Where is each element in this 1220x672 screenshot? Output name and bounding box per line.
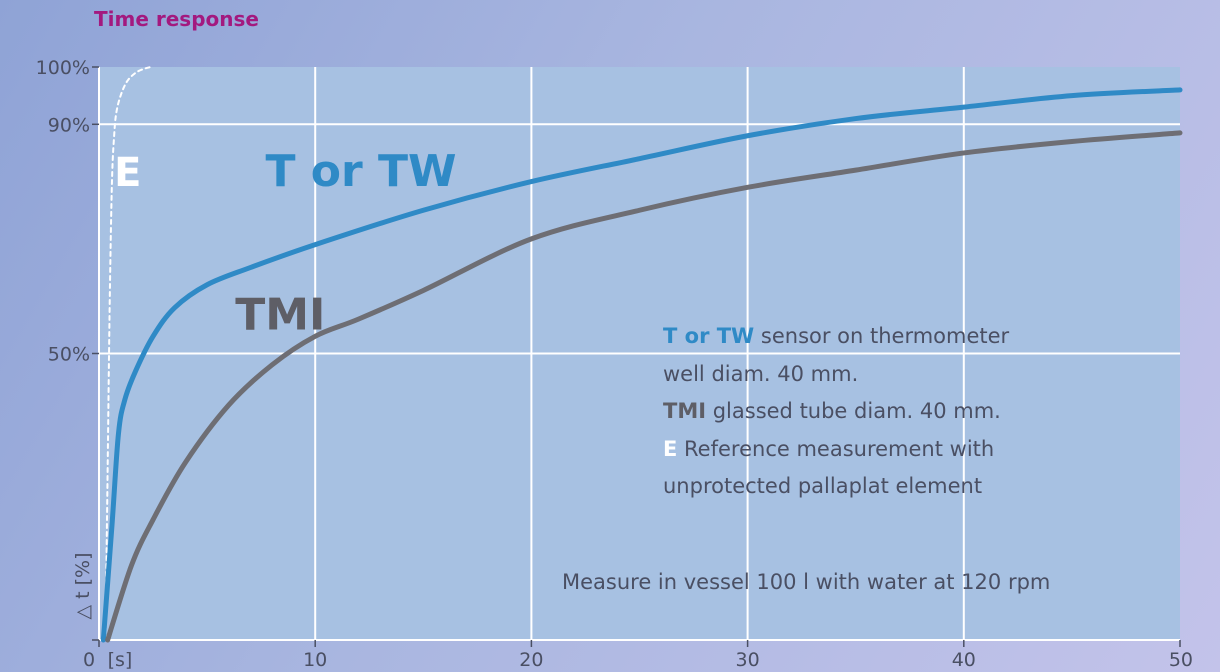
- grid-lines: [99, 67, 1180, 640]
- x-axis-label: [s]: [108, 649, 133, 671]
- legend-row-e-cont: unprotected pallaplat element: [663, 468, 1009, 506]
- series-lines: [100, 66, 1183, 643]
- series-tag-e: E: [114, 150, 141, 196]
- legend-row-tw: T or TW sensor on thermometer: [663, 318, 1009, 356]
- legend-text: sensor on thermometer: [754, 324, 1010, 348]
- legend-text: well diam. 40 mm.: [663, 361, 859, 386]
- series-line-tmi: [105, 130, 1183, 643]
- x-tick-label: 40: [952, 649, 976, 671]
- legend-text: unprotected pallaplat element: [663, 474, 983, 498]
- legend-box: T or TW sensor on thermometer well diam.…: [663, 318, 1009, 506]
- x-tick-label: 10: [303, 649, 327, 671]
- legend-key-tmi: TMI: [663, 399, 707, 423]
- series-line-e: [104, 66, 152, 641]
- series-tags: E T or TW TMI: [114, 146, 456, 340]
- legend-key-tw: T or TW: [663, 324, 755, 348]
- legend-row-tmi: TMI glassed tube diam. 40 mm.: [663, 393, 1009, 431]
- legend-text: Reference measurement with: [677, 436, 995, 461]
- measurement-note: Measure in vessel 100 l with water at 12…: [562, 570, 1051, 594]
- tick-labels: 0 10 20 30 40 50 50% 90% 100% [s] △ t [%]: [36, 57, 1193, 671]
- x-tick-label: 30: [736, 649, 760, 671]
- y-tick-label: 50%: [48, 344, 90, 366]
- legend-row-e: E Reference measurement with: [663, 431, 1009, 469]
- axes: [92, 66, 1181, 647]
- x-tick-label: 20: [519, 649, 543, 671]
- y-tick-label: 100%: [36, 57, 90, 79]
- x-tick-label: 50: [1169, 649, 1193, 671]
- legend-key-e: E: [663, 436, 678, 461]
- y-tick-label: 90%: [48, 114, 90, 136]
- legend-row-tw-cont: well diam. 40 mm.: [663, 356, 1009, 394]
- y-axis-label: △ t [%]: [72, 552, 94, 619]
- series-tag-tmi: TMI: [235, 289, 325, 340]
- legend-text: glassed tube diam. 40 mm.: [706, 399, 1001, 423]
- x-tick-label: 0: [83, 649, 95, 671]
- chart-title: Time response: [94, 7, 259, 31]
- series-line-t-or-tw: [100, 87, 1183, 643]
- series-tag-t-or-tw: T or TW: [265, 146, 456, 197]
